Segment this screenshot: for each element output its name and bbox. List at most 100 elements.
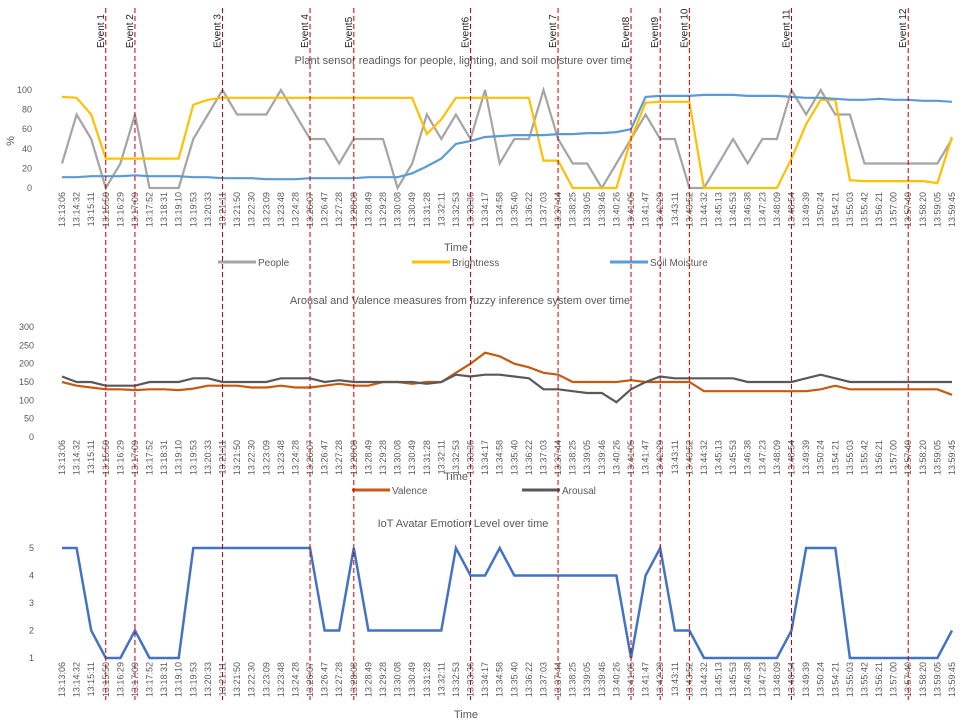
event-label: Event6 — [461, 16, 472, 48]
x-tick-label: 13:41:47 — [641, 192, 651, 227]
x-tick-label: 13:40:26 — [611, 662, 621, 697]
y-tick-label: 150 — [19, 377, 34, 387]
legend-label-valence: Valence — [392, 486, 428, 497]
x-tick-label: 13:21:50 — [232, 192, 242, 227]
series-line-emotion-level — [62, 544, 954, 660]
legend-item-valence: Valence — [352, 486, 428, 497]
y-tick-label: 200 — [19, 359, 34, 369]
x-tick-label: 13:39:05 — [582, 440, 592, 475]
event-label: Event 4 — [300, 14, 311, 48]
x-tick-label: 13:14:32 — [72, 440, 82, 475]
x-tick-label: 13:50:24 — [816, 662, 826, 697]
x-tick-label: 13:45:13 — [714, 440, 724, 475]
x-tick-label: 13:38:25 — [568, 440, 578, 475]
x-tick-label: 13:16:29 — [115, 440, 125, 475]
x-tick-label: 13:57:00 — [889, 662, 899, 697]
event-label: Event 1 — [96, 14, 107, 48]
legend-item-people: People — [218, 258, 290, 269]
x-tick-label: 13:59:45 — [947, 662, 957, 697]
legend: People Brightness Soil Moisture — [218, 258, 708, 269]
x-tick-label: 13:43:11 — [670, 662, 680, 696]
chart-emotion-level: IoT Avatar Emotion Level over time Time … — [29, 518, 957, 721]
x-tick-label: 13:29:28 — [378, 192, 388, 227]
y-tick-label: 50 — [24, 414, 34, 424]
x-tick-label: 13:59:05 — [932, 440, 942, 475]
x-tick-label: 13:24:28 — [290, 192, 300, 227]
x-tick-label: 13:45:13 — [714, 192, 724, 227]
event-label: Event 3 — [213, 14, 224, 48]
x-tick-label: 13:35:40 — [509, 662, 519, 697]
chart-arousal-valence: Arousal and Valence measures from fuzzy … — [19, 295, 957, 497]
x-axis: 13:13:06 13:14:32 13:15:11 13:15:50 13:16:29… — [57, 662, 957, 697]
x-tick-label: 13:58:20 — [918, 662, 928, 697]
x-tick-label: 13:20:33 — [203, 192, 213, 227]
x-tick-label: 13:30:49 — [407, 192, 417, 227]
x-tick-label: 13:30:08 — [393, 662, 403, 697]
x-tick-label: 13:37:03 — [539, 662, 549, 697]
x-tick-label: 13:37:03 — [539, 192, 549, 227]
y-axis: 0 50 100 150 200 250 300 — [19, 322, 34, 442]
y-tick-label: 0 — [29, 432, 34, 442]
x-tick-label: 13:22:30 — [247, 192, 257, 227]
x-tick-label: 13:46:38 — [743, 662, 753, 697]
x-tick-label: 13:22:30 — [247, 662, 257, 697]
x-tick-label: 13:23:48 — [276, 440, 286, 475]
x-tick-label: 13:35:40 — [509, 192, 519, 227]
x-tick-label: 13:59:05 — [932, 192, 942, 227]
x-tick-label: 13:57:00 — [889, 440, 899, 475]
x-tick-label: 13:31:28 — [422, 192, 432, 227]
x-tick-label: 13:14:32 — [72, 192, 82, 227]
event-label: Event 7 — [548, 14, 559, 48]
x-tick-label: 13:23:48 — [276, 192, 286, 227]
x-axis-title: Time — [444, 242, 468, 254]
x-tick-label: 13:15:11 — [86, 662, 96, 696]
x-tick-label: 13:54:21 — [830, 662, 840, 697]
x-tick-label: 13:13:06 — [57, 440, 67, 475]
x-tick-label: 13:15:50 — [101, 662, 111, 697]
x-tick-label: 13:50:24 — [816, 440, 826, 475]
y-axis: 0 20 40 60 80 100 — [17, 85, 32, 193]
x-tick-label: 13:41:47 — [641, 440, 651, 475]
x-tick-label: 13:56:21 — [874, 440, 884, 475]
x-tick-label: 13:30:08 — [393, 440, 403, 475]
x-tick-label: 13:49:39 — [801, 662, 811, 697]
x-tick-label: 13:49:39 — [801, 192, 811, 227]
series-line-valence — [61, 351, 953, 396]
x-tick-label: 13:17:52 — [145, 662, 155, 697]
x-tick-label: 13:57:00 — [889, 192, 899, 227]
x-tick-label: 13:45:53 — [728, 440, 738, 475]
x-tick-label: 13:24:28 — [290, 440, 300, 475]
y-tick-label: 5 — [29, 543, 34, 553]
x-tick-label: 13:23:09 — [261, 440, 271, 475]
x-tick-label: 13:54:21 — [830, 192, 840, 227]
x-tick-label: 13:21:50 — [232, 662, 242, 697]
x-tick-label: 13:40:26 — [611, 192, 621, 227]
x-tick-label: 13:32:53 — [451, 662, 461, 697]
x-tick-label: 13:59:45 — [947, 440, 957, 475]
x-tick-label: 13:55:42 — [860, 440, 870, 475]
chart-title: Arousal and Valence measures from fuzzy … — [290, 295, 630, 307]
legend-item-soil-moisture: Soil Moisture — [610, 258, 708, 269]
x-tick-label: 13:18:31 — [159, 662, 169, 697]
x-tick-label: 13:38:25 — [568, 192, 578, 227]
x-tick-label: 13:45:53 — [728, 192, 738, 227]
legend-item-arousal: Arousal — [522, 486, 596, 497]
x-tick-label: 13:23:09 — [261, 662, 271, 697]
x-tick-label: 13:27:28 — [334, 662, 344, 697]
x-tick-label: 13:43:11 — [670, 440, 680, 474]
x-tick-label: 13:35:40 — [509, 440, 519, 475]
x-tick-label: 13:41:05 — [626, 662, 636, 697]
x-tick-label: 13:39:46 — [597, 192, 607, 227]
x-tick-label: 13:32:11 — [436, 192, 446, 226]
x-tick-label: 13:43:52 — [684, 662, 694, 697]
x-tick-label: 13:22:30 — [247, 440, 257, 475]
legend: Valence Arousal — [352, 486, 596, 497]
event-markers: Event 1 Event 2 Event 3 Event 4 Event5 Event6… — [96, 8, 909, 700]
x-tick-label: 13:34:17 — [480, 662, 490, 697]
x-tick-label: 13:36:22 — [524, 192, 534, 227]
x-tick-label: 13:15:11 — [86, 440, 96, 474]
x-tick-label: 13:48:09 — [772, 440, 782, 475]
x-tick-label: 13:40:26 — [611, 440, 621, 475]
